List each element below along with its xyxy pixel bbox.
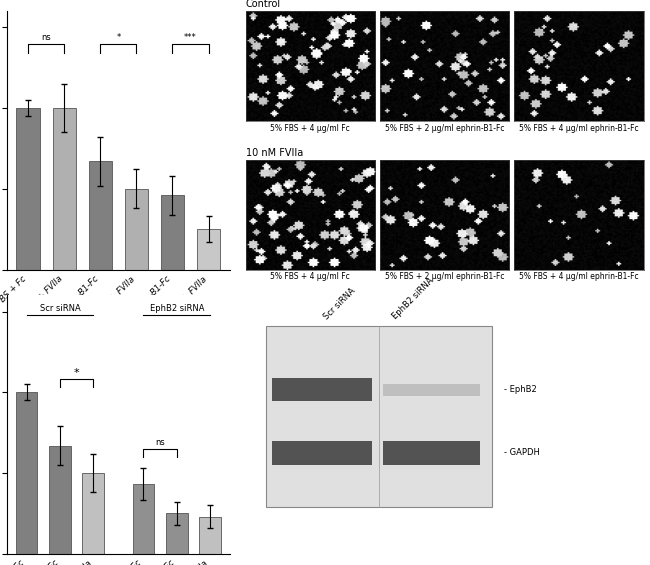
X-axis label: 5% FBS + 4 μg/ml Fc: 5% FBS + 4 μg/ml Fc bbox=[270, 272, 350, 281]
Bar bbox=[83, 473, 104, 554]
Bar bbox=[200, 516, 221, 554]
X-axis label: 5% FBS + 2 μg/ml ephrin-B1-Fc: 5% FBS + 2 μg/ml ephrin-B1-Fc bbox=[385, 124, 504, 133]
Bar bbox=[272, 378, 372, 402]
Bar bbox=[125, 189, 148, 270]
Bar bbox=[266, 327, 492, 507]
Text: Scr siRNA: Scr siRNA bbox=[322, 286, 358, 321]
X-axis label: 5% FBS + 4 μg/ml ephrin-B1-Fc: 5% FBS + 4 μg/ml ephrin-B1-Fc bbox=[519, 272, 639, 281]
Text: - EphB2: - EphB2 bbox=[504, 385, 537, 394]
Text: EphB2 siRNA: EphB2 siRNA bbox=[150, 304, 204, 313]
Bar bbox=[88, 162, 112, 270]
Text: ns: ns bbox=[155, 438, 165, 447]
Text: ns: ns bbox=[42, 33, 51, 42]
Bar bbox=[166, 514, 188, 554]
Text: 10 nM FVIIa: 10 nM FVIIa bbox=[246, 147, 303, 158]
Text: ***: *** bbox=[184, 33, 197, 42]
Bar bbox=[133, 484, 154, 554]
Text: Control: Control bbox=[246, 0, 281, 9]
Text: - GAPDH: - GAPDH bbox=[504, 449, 540, 458]
X-axis label: 5% FBS + 4 μg/ml Fc: 5% FBS + 4 μg/ml Fc bbox=[270, 124, 350, 133]
X-axis label: 5% FBS + 2 μg/ml ephrin-B1-Fc: 5% FBS + 2 μg/ml ephrin-B1-Fc bbox=[385, 272, 504, 281]
X-axis label: 5% FBS + 4 μg/ml ephrin-B1-Fc: 5% FBS + 4 μg/ml ephrin-B1-Fc bbox=[519, 124, 639, 133]
Text: *: * bbox=[116, 33, 120, 42]
Bar bbox=[383, 384, 480, 396]
Bar bbox=[197, 229, 220, 270]
Bar bbox=[53, 108, 76, 270]
Bar bbox=[383, 441, 480, 465]
Bar bbox=[272, 441, 372, 465]
Text: *: * bbox=[74, 368, 79, 378]
Text: Scr siRNA: Scr siRNA bbox=[40, 304, 81, 313]
Bar bbox=[161, 195, 184, 270]
Bar bbox=[16, 108, 40, 270]
Text: EphB2 siRNA: EphB2 siRNA bbox=[391, 276, 436, 321]
Bar bbox=[16, 392, 38, 554]
Bar bbox=[49, 446, 71, 554]
